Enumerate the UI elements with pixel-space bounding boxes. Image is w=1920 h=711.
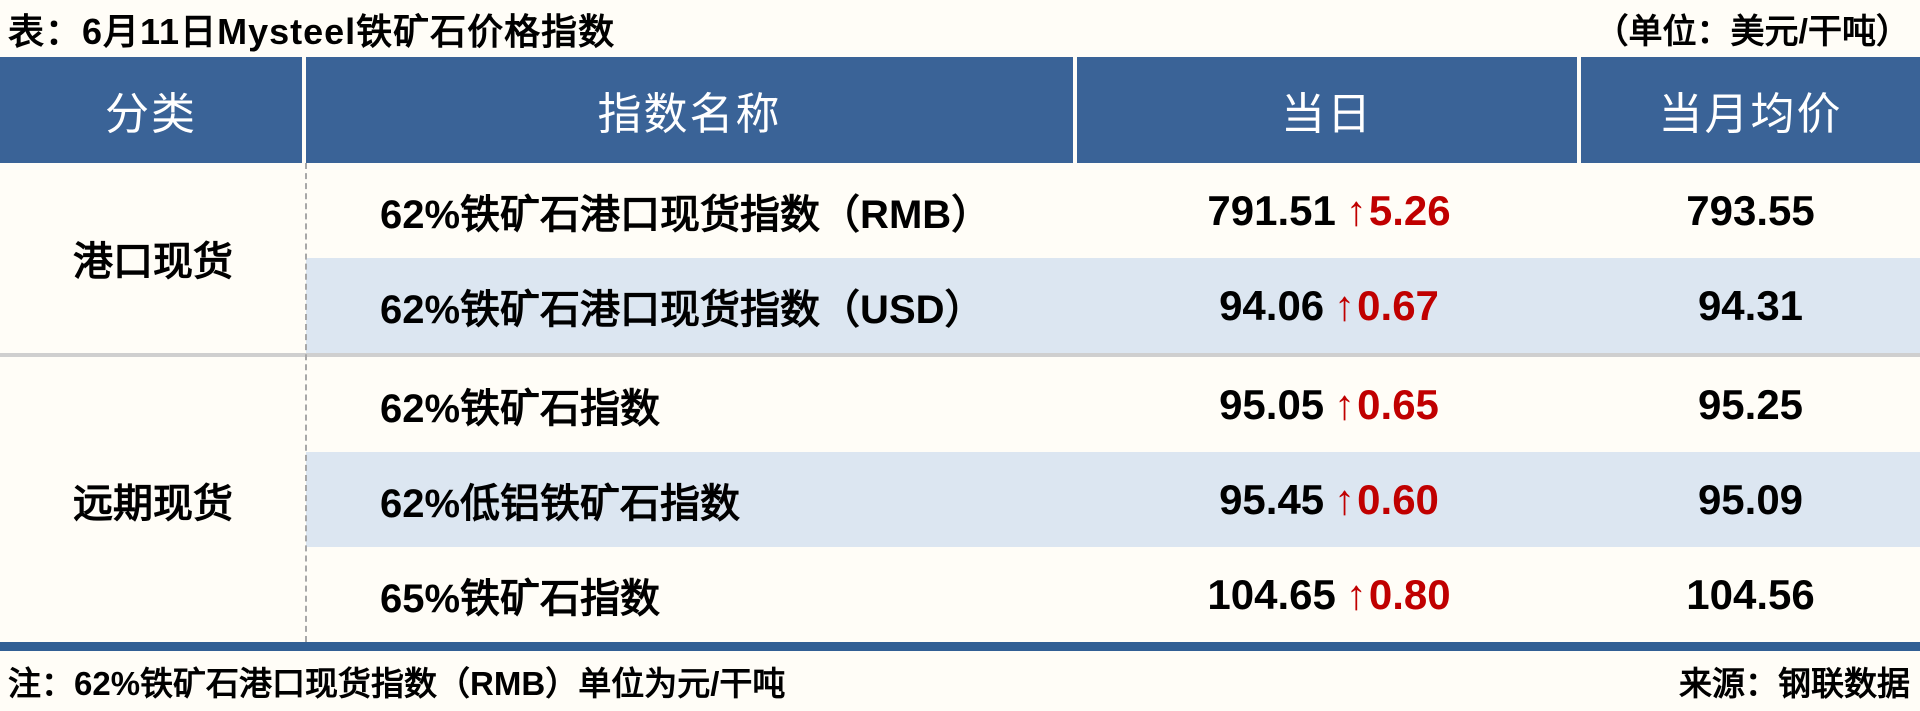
table-row: 62%铁矿石港口现货指数（USD） 94.06 ↑0.67 94.31: [306, 258, 1920, 353]
month-avg-cell: 95.09: [1697, 475, 1804, 523]
column-header-category: 分类: [0, 57, 306, 163]
index-name-cell: 62%铁矿石港口现货指数（RMB）: [380, 192, 992, 237]
group-rows: 62%铁矿石指数 95.05 ↑0.65 95.25 62%低铝铁矿石指数 95…: [306, 357, 1920, 642]
title-bar: 表：6月11日Mysteel铁矿石价格指数 （单位：美元/干吨）: [0, 0, 1920, 57]
today-cell: 95.05 ↑0.65: [1077, 357, 1581, 452]
index-name-cell: 62%铁矿石指数: [380, 386, 661, 431]
month-avg-cell: 94.31: [1697, 281, 1804, 329]
table-bottom-bar: [0, 642, 1920, 651]
up-arrow-icon: ↑: [1345, 186, 1367, 234]
category-cell: 远期现货: [0, 357, 306, 642]
table-header-row: 分类 指数名称 当日 当月均价: [0, 57, 1920, 163]
index-name-cell: 62%铁矿石港口现货指数（USD）: [380, 287, 985, 332]
table-row: 65%铁矿石指数 104.65 ↑0.80 104.56: [306, 547, 1920, 642]
today-cell: 791.51 ↑5.26: [1077, 163, 1581, 258]
group-rows: 62%铁矿石港口现货指数（RMB） 791.51 ↑5.26 793.55 62…: [306, 163, 1920, 353]
page-title: 表：6月11日Mysteel铁矿石价格指数: [8, 10, 616, 52]
column-header-index-name: 指数名称: [306, 57, 1077, 163]
month-avg-cell: 793.55: [1686, 186, 1815, 234]
table-row: 62%低铝铁矿石指数 95.45 ↑0.60 95.09: [306, 452, 1920, 547]
group-separator-line: [0, 353, 1920, 357]
data-source: 来源：钢联数据: [1679, 665, 1910, 702]
column-header-today: 当日: [1077, 57, 1581, 163]
footnote: 注：62%铁矿石港口现货指数（RMB）单位为元/干吨: [8, 665, 786, 702]
month-avg-cell: 95.25: [1697, 380, 1804, 428]
change-badge: ↑0.67: [1334, 282, 1439, 330]
table-body: 港口现货 62%铁矿石港口现货指数（RMB） 791.51 ↑5.26 793.…: [0, 163, 1920, 642]
change-badge: ↑0.60: [1334, 476, 1439, 524]
table-row: 62%铁矿石港口现货指数（RMB） 791.51 ↑5.26 793.55: [306, 163, 1920, 258]
category-column-dashed-guide: [305, 163, 307, 642]
change-value: 0.67: [1357, 281, 1439, 329]
index-name-cell: 65%铁矿石指数: [380, 576, 661, 621]
change-badge: ↑0.65: [1334, 381, 1439, 429]
today-value: 95.05: [1219, 380, 1325, 428]
up-arrow-icon: ↑: [1334, 380, 1356, 428]
today-value: 104.65: [1207, 570, 1336, 618]
change-badge: ↑0.80: [1346, 571, 1451, 619]
category-cell: 港口现货: [0, 163, 306, 353]
change-value: 0.80: [1368, 570, 1451, 618]
group-forward-spot: 远期现货 62%铁矿石指数 95.05 ↑0.65 95.25 62%低铝铁矿石…: [0, 357, 1920, 642]
column-header-month-avg: 当月均价: [1658, 90, 1843, 139]
change-value: 0.65: [1357, 380, 1439, 428]
up-arrow-icon: ↑: [1345, 570, 1367, 618]
today-value: 95.45: [1219, 475, 1325, 523]
today-value: 94.06: [1219, 281, 1325, 329]
today-value: 791.51: [1207, 186, 1336, 234]
month-avg-cell: 104.56: [1686, 570, 1815, 618]
unit-note: （单位：美元/干吨）: [1594, 13, 1910, 51]
change-badge: ↑5.26: [1346, 187, 1451, 235]
up-arrow-icon: ↑: [1334, 281, 1356, 329]
today-cell: 95.45 ↑0.60: [1077, 452, 1581, 547]
index-name-cell: 62%低铝铁矿石指数: [380, 481, 741, 526]
today-cell: 94.06 ↑0.67: [1077, 258, 1581, 353]
footer: 注：62%铁矿石港口现货指数（RMB）单位为元/干吨 来源：钢联数据: [0, 651, 1920, 711]
up-arrow-icon: ↑: [1334, 475, 1356, 523]
table-row: 62%铁矿石指数 95.05 ↑0.65 95.25: [306, 357, 1920, 452]
change-value: 5.26: [1368, 186, 1451, 234]
group-port-spot: 港口现货 62%铁矿石港口现货指数（RMB） 791.51 ↑5.26 793.…: [0, 163, 1920, 353]
today-cell: 104.65 ↑0.80: [1077, 547, 1581, 642]
change-value: 0.60: [1357, 475, 1439, 523]
